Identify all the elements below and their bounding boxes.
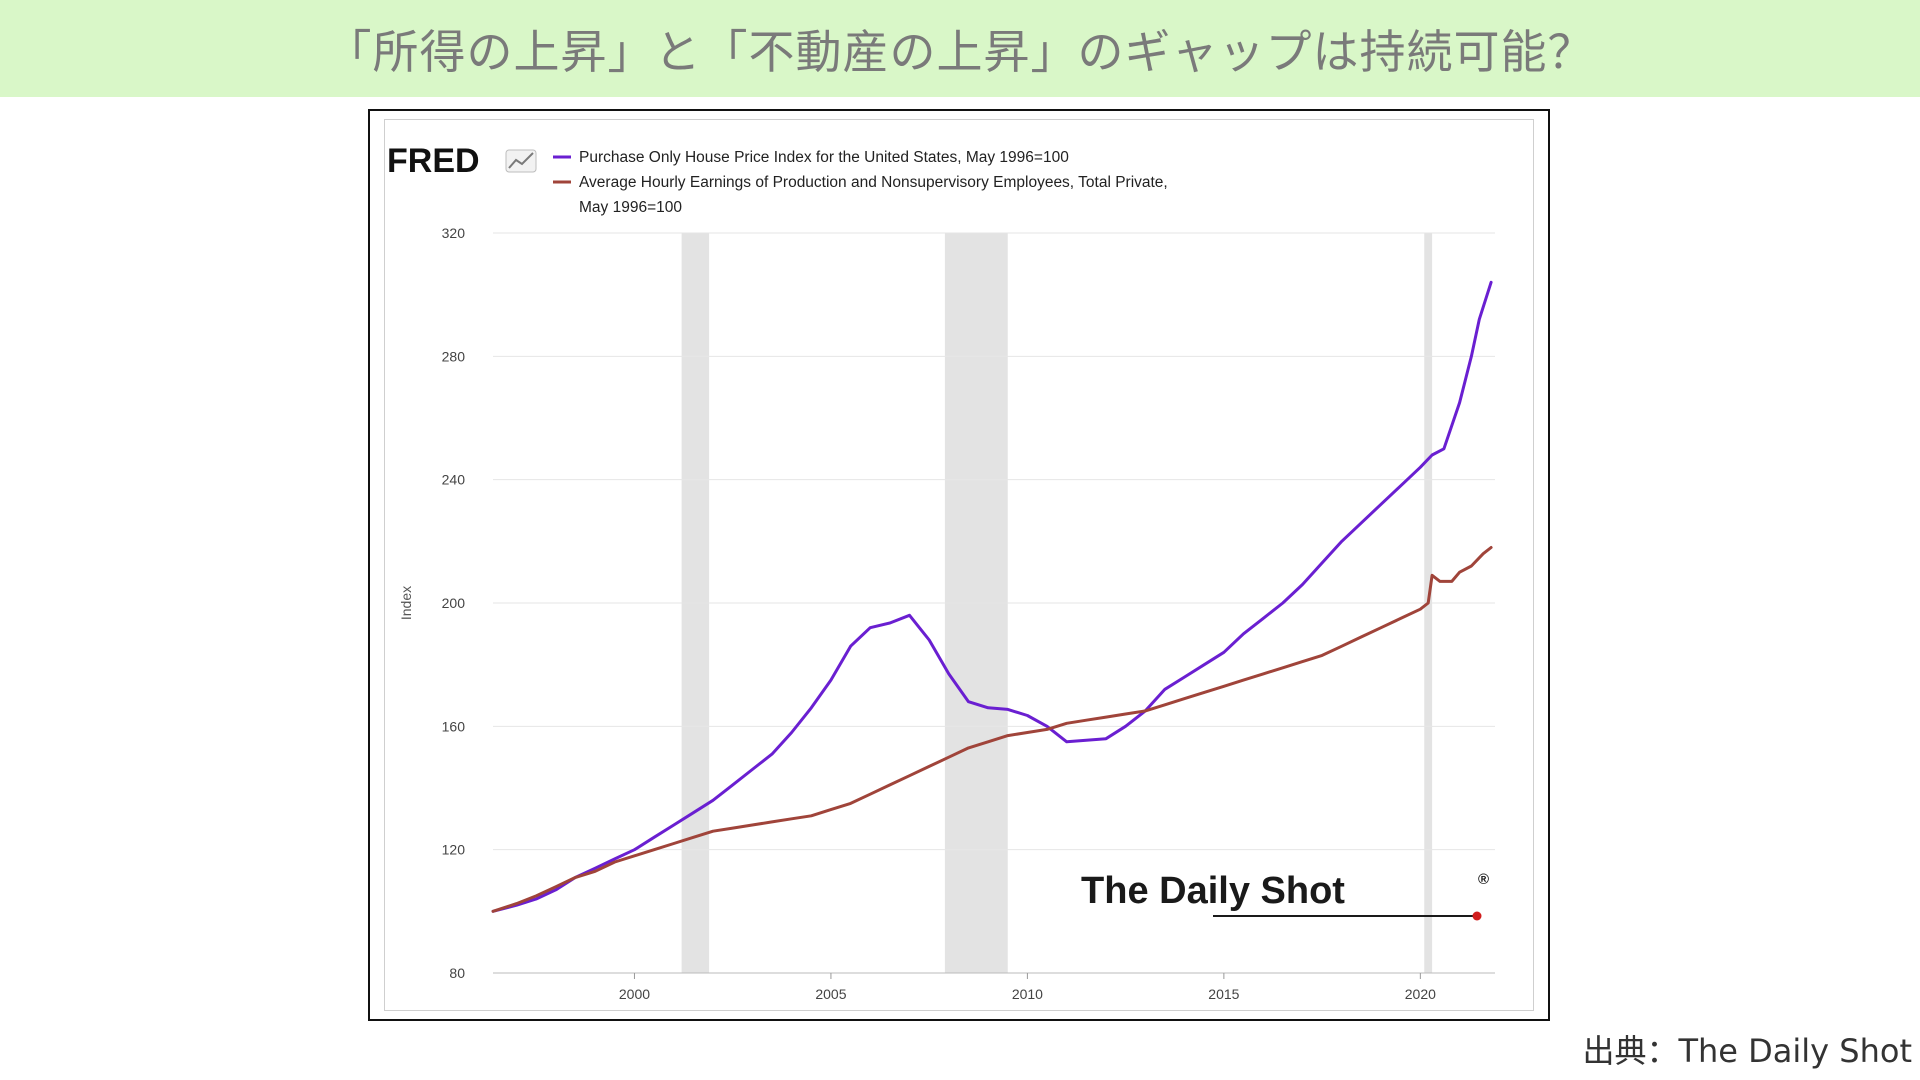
y-tick-label: 80 (449, 965, 465, 981)
daily-shot-watermark: The Daily Shot ® (1081, 870, 1489, 921)
legend-label: Purchase Only House Price Index for the … (579, 149, 1069, 166)
x-tick-label: 2010 (1012, 986, 1043, 1002)
y-tick-label: 160 (442, 718, 466, 734)
chart-panel: 80 120 160 200 240 280 320 2000 2005 2010 2015 2020… (384, 119, 1534, 1011)
fred-logo: FRED (387, 142, 537, 180)
line-chart: 80 120 160 200 240 280 320 2000 2005 2010 2015 2020… (387, 142, 1495, 1002)
fred-chart-icon (505, 149, 537, 173)
watermark-red-dot (1472, 911, 1482, 921)
watermark-text: The Daily Shot (1081, 870, 1345, 912)
fred-logo-text: FRED (387, 142, 480, 180)
x-tick-label: 2005 (815, 986, 846, 1002)
y-axis-label: Index (398, 586, 414, 620)
chart-legend: Purchase Only House Price Index for the … (553, 149, 1168, 216)
x-tick-label: 2020 (1405, 986, 1436, 1002)
x-tick-label: 2015 (1208, 986, 1239, 1002)
axes: 80 120 160 200 240 280 320 2000 2005 2010 2015 2020 (442, 225, 1495, 1002)
house-price-index-line (491, 280, 1493, 913)
legend-label: Average Hourly Earnings of Production an… (579, 174, 1168, 191)
y-tick-label: 320 (442, 225, 466, 241)
hourly-earnings-line (491, 546, 1493, 913)
x-tick-label: 2000 (619, 986, 650, 1002)
title-banner: 「所得の上昇」と「不動産の上昇」のギャップは持続可能？ (0, 0, 1920, 97)
y-tick-label: 280 (442, 348, 466, 364)
slide-title: 「所得の上昇」と「不動産の上昇」のギャップは持続可能？ (325, 24, 1595, 79)
grid-lines (493, 232, 1495, 974)
y-tick-label: 200 (442, 595, 466, 611)
chart-frame: 80 120 160 200 240 280 320 2000 2005 2010 2015 2020… (368, 109, 1550, 1021)
watermark-registered-mark: ® (1478, 871, 1489, 888)
series-lines (491, 280, 1493, 913)
y-tick-label: 120 (442, 842, 466, 858)
legend-label: May 1996=100 (579, 199, 682, 216)
source-note: 出典：The Daily Shot (1582, 1032, 1912, 1070)
y-tick-label: 240 (442, 472, 466, 488)
